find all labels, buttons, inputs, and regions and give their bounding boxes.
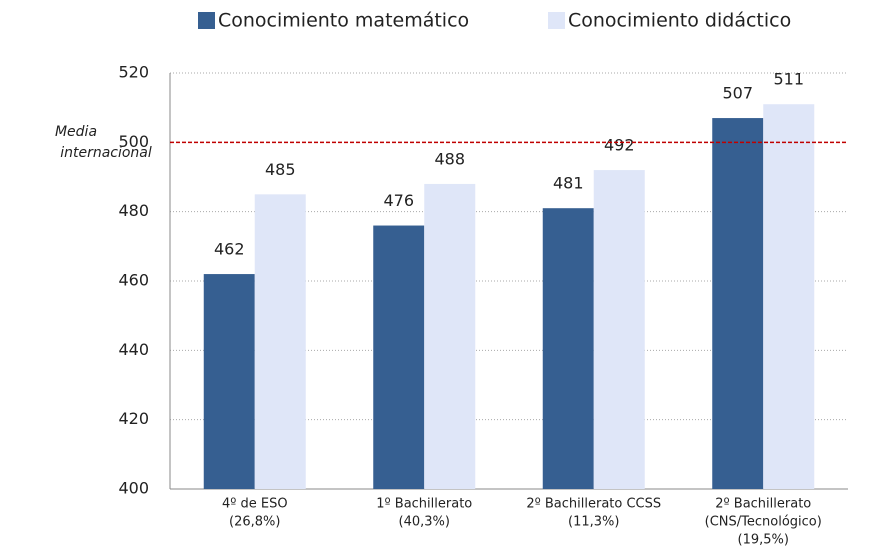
legend-swatch [198, 12, 215, 29]
legend-label: Conocimiento matemático [218, 10, 469, 32]
x-tick-label: (26,8%) [229, 515, 280, 530]
y-tick-label: 400 [118, 479, 149, 498]
bar [203, 274, 255, 489]
x-tick-label: 1º Bachillerato [376, 497, 472, 512]
x-tick-label: 2º Bachillerato [715, 497, 811, 512]
y-tick-label: 420 [118, 409, 149, 428]
bar [424, 183, 476, 489]
x-tick-label: 4º de ESO [222, 497, 288, 512]
value-label: 481 [553, 174, 584, 193]
bar [763, 104, 815, 489]
value-label: 488 [434, 149, 465, 168]
value-label: 485 [265, 160, 296, 179]
value-label: 507 [722, 84, 753, 103]
bar [593, 170, 645, 490]
y-tick-label: 480 [118, 201, 149, 220]
y-tick-label: 460 [118, 271, 149, 290]
reference-label: Media [55, 124, 97, 140]
x-tick-label: (CNS/Tecnológico) [705, 515, 822, 530]
x-tick-label: (40,3%) [399, 515, 450, 530]
value-label: 511 [773, 70, 804, 89]
x-tick-label: 2º Bachillerato CCSS [526, 497, 661, 512]
value-label: 492 [604, 136, 635, 155]
x-tick-label: (11,3%) [568, 515, 619, 530]
y-tick-label: 440 [118, 340, 149, 359]
bar [373, 225, 425, 490]
x-tick-label: (19,5%) [738, 533, 789, 548]
legend-label: Conocimiento didáctico [568, 10, 791, 32]
reference-label: internacional [60, 145, 152, 161]
value-label: 462 [214, 240, 245, 259]
bar [712, 118, 764, 490]
bar [254, 194, 306, 490]
y-tick-label: 520 [118, 63, 149, 82]
legend-swatch [548, 12, 565, 29]
bar [542, 208, 594, 489]
value-label: 476 [383, 191, 414, 210]
y-tick-label: 500 [118, 132, 149, 151]
